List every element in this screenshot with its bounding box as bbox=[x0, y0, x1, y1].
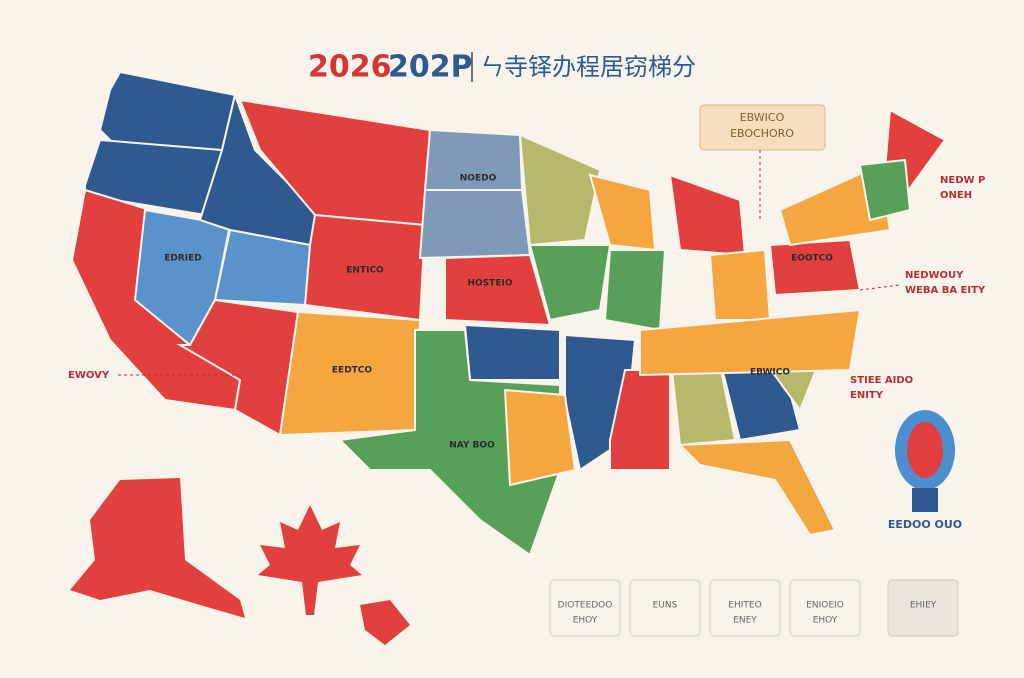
state bbox=[418, 189, 532, 260]
us-states bbox=[70, 70, 947, 557]
state bbox=[518, 133, 602, 247]
leader-lines bbox=[118, 150, 901, 376]
state bbox=[213, 228, 312, 307]
state bbox=[503, 388, 577, 487]
state-label: ENTICO bbox=[346, 266, 384, 276]
state bbox=[858, 158, 912, 222]
legend-text: ENEY bbox=[733, 616, 757, 626]
callout-text: EBWICO bbox=[740, 111, 785, 124]
callout-box bbox=[699, 104, 826, 151]
state bbox=[603, 249, 667, 332]
legend-text: EHITEO bbox=[728, 601, 761, 611]
legend-text: EHOY bbox=[573, 616, 598, 626]
legend-text: DIOTEEDOO bbox=[558, 601, 613, 611]
maple-leaf bbox=[258, 505, 362, 615]
hawaii bbox=[360, 600, 410, 645]
side-label: NEDW P bbox=[940, 175, 985, 186]
state bbox=[778, 163, 892, 247]
state bbox=[337, 329, 561, 557]
state bbox=[444, 253, 552, 327]
side-label: WEBA BA EITY bbox=[905, 285, 986, 296]
state bbox=[639, 308, 862, 377]
state-label: EOOTCO bbox=[791, 254, 833, 264]
state-label: EEDTCO bbox=[332, 366, 373, 376]
logo bbox=[895, 410, 955, 512]
legend-box bbox=[549, 579, 621, 637]
title-year: 2026 bbox=[308, 50, 392, 85]
state bbox=[463, 323, 561, 381]
state bbox=[677, 438, 837, 537]
side-label: STIEE AIDO bbox=[850, 375, 913, 386]
legend-box bbox=[789, 579, 861, 637]
title-code: 202P bbox=[388, 50, 473, 85]
state bbox=[768, 238, 862, 297]
state-label: HOSTEIO bbox=[468, 279, 513, 289]
legend-text: EHIEY bbox=[910, 601, 937, 611]
callout-text: EBOCHORO bbox=[730, 127, 794, 140]
legend-box bbox=[887, 579, 959, 637]
side-label: EWOVY bbox=[68, 370, 110, 381]
legend-text: EHOY bbox=[813, 616, 838, 626]
subtitle: ㄣ寺铎办程居窃梯分 bbox=[480, 53, 696, 81]
state-label: NOEDO bbox=[460, 174, 497, 184]
state-label: EDRIED bbox=[164, 254, 202, 264]
legend-text: EUNS bbox=[653, 601, 678, 611]
logo-text: EEDOO OUO bbox=[888, 518, 962, 531]
side-label: NEDWOUY bbox=[905, 270, 964, 281]
state bbox=[708, 248, 772, 321]
alaska bbox=[70, 478, 245, 618]
legend-text: ENIOEIO bbox=[806, 601, 844, 611]
side-label: ENITY bbox=[850, 390, 884, 401]
side-label: ONEH bbox=[940, 190, 972, 201]
legend-box bbox=[629, 579, 701, 637]
state bbox=[303, 213, 427, 322]
state-label: EBWICO bbox=[750, 368, 790, 378]
legend-box bbox=[709, 579, 781, 637]
state-label: NAY BOO bbox=[449, 441, 495, 451]
state bbox=[528, 244, 612, 322]
